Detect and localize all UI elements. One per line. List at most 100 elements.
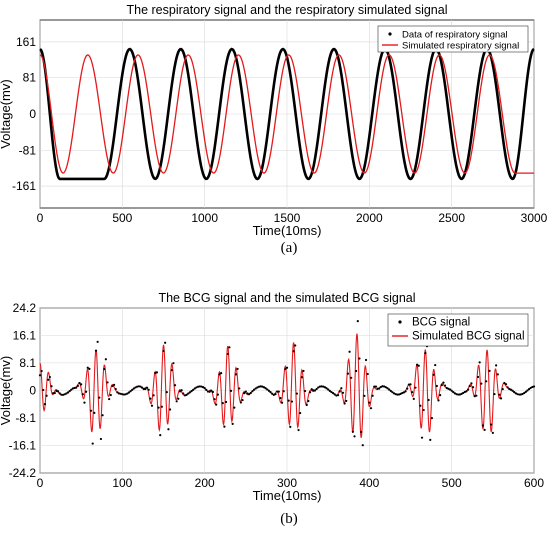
data-point: [53, 391, 56, 395]
data-point: [279, 396, 282, 400]
data-point: [292, 350, 295, 353]
data-point: [308, 391, 312, 394]
data-point: [75, 386, 78, 389]
data-point: [387, 388, 391, 391]
legend-entry-label: Simulated respiratory signal: [402, 41, 519, 52]
data-point: [328, 389, 331, 392]
data-point: [94, 349, 98, 352]
data-point: [42, 388, 45, 392]
data-point: [345, 399, 348, 403]
data-point: [70, 388, 73, 391]
data-point: [251, 390, 254, 393]
data-point: [358, 357, 361, 360]
x-tick-label: 3000: [521, 211, 548, 225]
data-point: [134, 386, 137, 389]
data-point: [241, 398, 244, 402]
data-point: [192, 388, 195, 391]
data-point: [38, 374, 42, 377]
data-point: [330, 390, 333, 394]
data-point: [50, 385, 53, 388]
x-tick-label: 500: [442, 476, 462, 490]
data-point: [379, 385, 382, 389]
data-point: [290, 400, 294, 403]
data-point: [159, 434, 162, 437]
y-tick-label: 0: [29, 107, 36, 121]
data-point: [205, 388, 208, 391]
data-point: [527, 388, 531, 391]
data-point: [145, 386, 149, 389]
chart-title: The respiratory signal and the respirato…: [127, 3, 448, 17]
data-point: [238, 387, 241, 390]
data-point: [122, 393, 126, 396]
data-point: [450, 389, 453, 392]
data-point: [149, 397, 152, 400]
data-point: [91, 442, 94, 445]
data-point: [406, 387, 409, 390]
data-point: [142, 387, 145, 391]
data-point: [117, 392, 121, 395]
data-point: [429, 438, 432, 442]
data-point: [391, 391, 394, 394]
data-point: [52, 392, 55, 395]
data-point: [506, 386, 509, 389]
data-point: [430, 417, 434, 420]
data-point: [218, 373, 221, 376]
data-point: [364, 358, 368, 362]
data-point: [508, 387, 511, 391]
data-point: [307, 399, 310, 403]
data-point: [160, 405, 163, 408]
data-point: [162, 349, 165, 353]
data-point: [200, 385, 203, 388]
data-point: [272, 393, 275, 397]
data-point: [485, 380, 488, 383]
data-point: [57, 390, 60, 393]
data-point: [111, 384, 114, 388]
y-tick-label: -8.1: [15, 411, 36, 425]
data-point: [175, 400, 178, 403]
data-point: [447, 387, 450, 390]
y-axis-label: Voltage(mv): [0, 79, 13, 148]
data-point: [61, 393, 65, 396]
data-point: [289, 425, 292, 428]
data-point: [231, 422, 234, 425]
data-point: [106, 381, 109, 384]
data-point: [445, 386, 448, 390]
data-point: [257, 385, 261, 388]
x-axis-label: Time(10ms): [253, 488, 322, 503]
data-point: [462, 391, 465, 395]
data-point: [335, 394, 338, 397]
chart-panel-1: 0 500 1000 1500 2000 2500 3000 161 81 0 -81 -161 The…: [0, 3, 548, 238]
data-point: [284, 367, 287, 371]
series-bcg-data: [38, 320, 536, 447]
data-point: [264, 387, 267, 390]
data-point: [248, 393, 251, 396]
data-point: [346, 372, 350, 375]
data-point: [443, 384, 447, 387]
data-point: [173, 384, 177, 387]
data-point: [182, 392, 185, 395]
data-point: [300, 376, 303, 379]
data-point: [60, 393, 63, 396]
data-point: [389, 389, 392, 392]
x-tick-label: 100: [112, 476, 132, 490]
data-point: [392, 392, 396, 395]
data-point: [80, 383, 83, 386]
data-point: [40, 369, 43, 373]
data-point: [132, 387, 135, 390]
data-point: [295, 392, 298, 395]
x-tick-label: 2000: [356, 211, 383, 225]
data-point: [422, 408, 425, 412]
data-point: [378, 387, 381, 390]
y-tick-label: 24.2: [13, 301, 37, 315]
data-point: [269, 391, 272, 394]
data-point: [350, 376, 353, 379]
data-point: [435, 384, 438, 388]
data-point: [193, 387, 196, 390]
data-point: [198, 385, 201, 388]
x-tick-label: 500: [112, 211, 132, 225]
data-point: [233, 406, 236, 409]
data-point: [463, 390, 466, 394]
data-point: [109, 393, 112, 397]
data-point: [211, 390, 214, 394]
data-point: [63, 393, 66, 396]
